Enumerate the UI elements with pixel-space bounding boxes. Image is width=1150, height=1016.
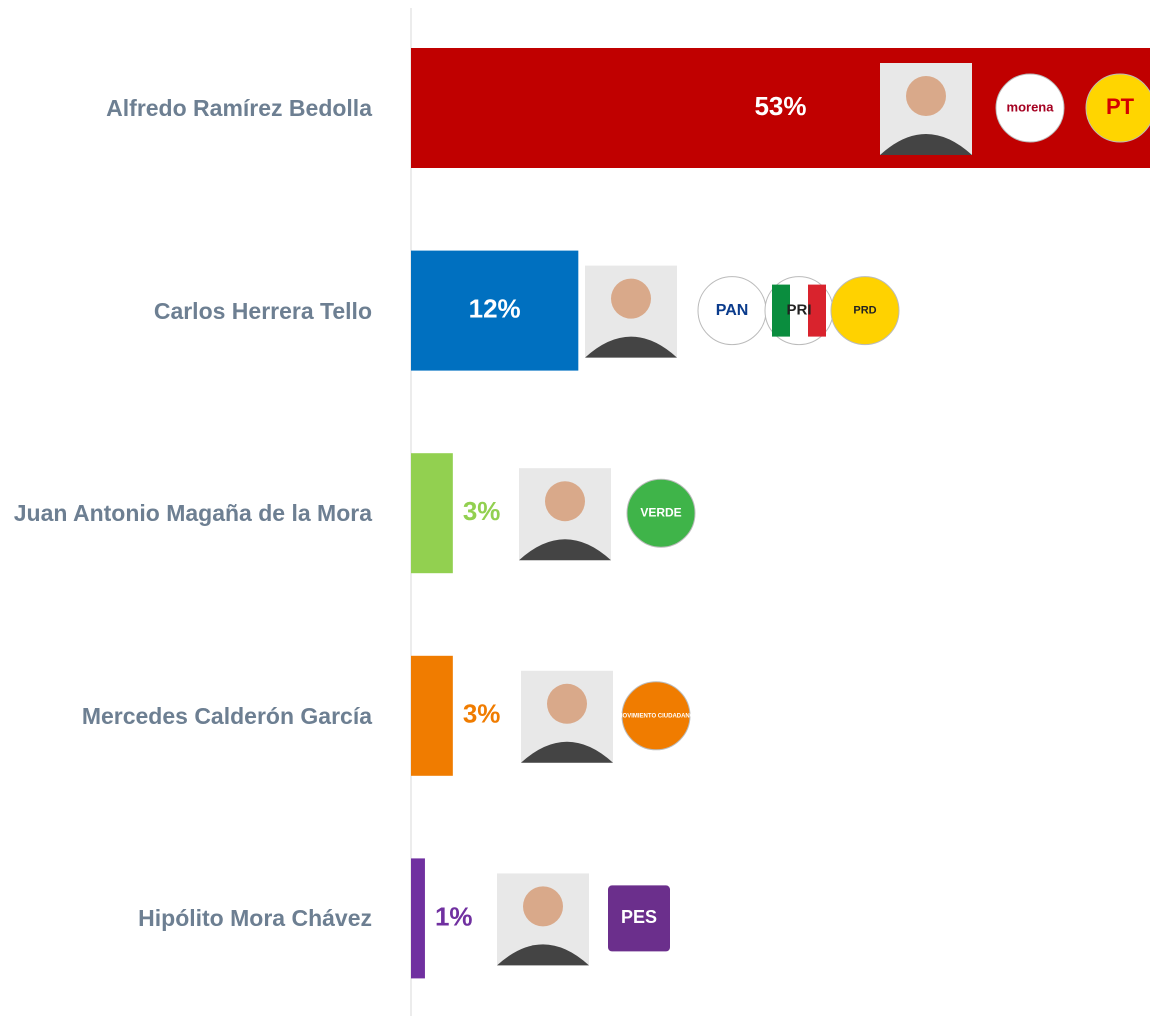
logo-text: VERDE (640, 505, 681, 519)
category-label: Mercedes Calderón García (81, 702, 372, 729)
logo-bg (626, 478, 696, 548)
bar (411, 858, 425, 979)
photo-head (906, 76, 946, 116)
party-logo: VERDE (626, 478, 696, 548)
photo-body (497, 944, 589, 966)
logo-bg (995, 73, 1065, 143)
candidate-photo (585, 265, 677, 358)
logo-text: PRI (786, 302, 811, 319)
value-label: 53% (754, 91, 806, 121)
category-label: Carlos Herrera Tello (153, 297, 372, 324)
bar (411, 655, 453, 776)
photo-body (521, 741, 613, 763)
logo-text: MOVIMIENTO CIUDADANO (618, 713, 695, 719)
candidate-photo (519, 468, 611, 561)
logo-text: morena (1007, 99, 1055, 114)
logo-bg (1085, 73, 1150, 143)
logo-bg (608, 885, 670, 952)
logo-bg (830, 276, 900, 346)
value-label: 1% (435, 901, 473, 931)
party-logo: PT (1085, 73, 1150, 143)
category-label: Alfredo Ramírez Bedolla (106, 95, 372, 121)
logo-green (772, 284, 790, 337)
category-label: Hipólito Mora Chávez (138, 905, 372, 932)
bar (411, 250, 579, 371)
logo-bg (621, 681, 691, 751)
photo-head (611, 278, 651, 319)
value-label: 3% (463, 699, 501, 729)
logo-text: PRD (853, 305, 876, 317)
photo-head (545, 481, 585, 522)
party-logo: PRD (830, 276, 900, 346)
candidate-photo (880, 63, 972, 155)
photo-head (523, 886, 563, 927)
value-label: 3% (463, 496, 501, 526)
category-label: Juan Antonio Magaña de la Mora (13, 500, 372, 527)
photo-body (585, 336, 677, 358)
photo-head (547, 683, 587, 724)
logo-text: PES (621, 907, 657, 927)
party-logo: morena (995, 73, 1065, 143)
party-logo: PRI (764, 276, 834, 346)
party-logo: MOVIMIENTO CIUDADANO (618, 681, 695, 751)
candidate-photo (521, 670, 613, 763)
photo-body (880, 134, 972, 155)
party-logo: PAN (697, 276, 767, 346)
bar (411, 453, 453, 574)
value-label: 12% (469, 293, 521, 323)
party-logo: PES (608, 885, 670, 952)
logo-text: PAN (716, 302, 749, 319)
logo-red (808, 284, 826, 337)
candidate-photo (497, 873, 589, 966)
photo-body (519, 539, 611, 561)
logo-text: PT (1106, 94, 1135, 119)
